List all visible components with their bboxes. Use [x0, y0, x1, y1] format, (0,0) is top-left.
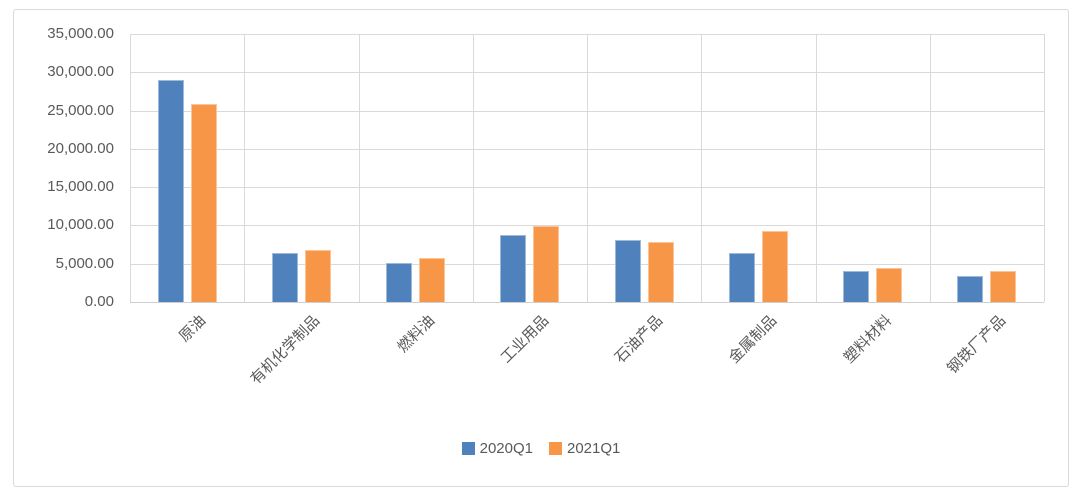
x-axis-category-label: 石油产品: [611, 312, 667, 367]
bar-2020Q1-category-7: [957, 275, 984, 302]
bar-2021Q1-category-6: [876, 267, 903, 302]
bar-2021Q1-category-3: [533, 226, 560, 302]
x-axis-category-label: 有机化学制品: [247, 312, 324, 388]
gridline-vertical: [587, 34, 588, 302]
bar-2021Q1-category-1: [304, 249, 331, 302]
legend-label: 2020Q1: [479, 440, 533, 457]
legend-swatch-icon: [549, 442, 562, 455]
x-axis-category-label: 燃料油: [393, 312, 438, 356]
y-axis-tick-label: 10,000.00: [47, 216, 114, 234]
bar-2021Q1-category-5: [761, 230, 788, 302]
x-axis-category-label: 工业用品: [497, 312, 553, 367]
x-axis-category-label: 塑料材料: [840, 312, 895, 367]
gridline-vertical: [244, 34, 246, 302]
y-axis-tick-label: 35,000.00: [47, 25, 114, 42]
y-axis-tick-label: 20,000.00: [47, 139, 114, 157]
bar-2020Q1-category-6: [843, 271, 870, 302]
bar-2021Q1-category-2: [419, 258, 446, 302]
gridline-vertical: [472, 34, 474, 302]
legend-item-2020Q1: 2020Q1: [461, 440, 533, 457]
bar-2020Q1-category-2: [386, 262, 413, 302]
y-axis-tick-label: 5,000.00: [55, 254, 114, 272]
bar-2021Q1-category-7: [990, 271, 1017, 302]
bar-2021Q1-category-4: [647, 241, 674, 302]
chart-canvas: 2020Q1 2021Q1 0.00 5,000.00 10,000.00 15,000…: [13, 9, 1069, 487]
bar-2020Q1-category-5: [728, 253, 755, 302]
x-axis-category-label: 金属制品: [726, 312, 781, 367]
bar-2021Q1-category-0: [190, 104, 217, 302]
x-axis-category-label: 钢铁厂产品: [943, 312, 1010, 378]
legend-swatch-icon: [461, 442, 475, 455]
gridline-vertical: [130, 34, 131, 302]
bar-2020Q1-category-3: [500, 234, 527, 302]
legend-label: 2021Q1: [567, 440, 621, 457]
gridline-vertical: [815, 34, 817, 302]
x-axis-category-label: 原油: [176, 312, 210, 346]
gridline-vertical: [1044, 34, 1045, 302]
plot-area: [130, 34, 1045, 303]
bar-2020Q1-category-4: [614, 239, 641, 302]
y-axis-tick-label: 0.00: [84, 293, 114, 310]
gridline-vertical: [358, 34, 360, 302]
bar-2020Q1-category-1: [271, 253, 298, 302]
bar-2020Q1-category-0: [157, 79, 184, 302]
x-axis-line: [130, 302, 1044, 303]
y-axis-tick-label: 30,000.00: [47, 63, 114, 81]
y-axis-tick-label: 25,000.00: [47, 101, 114, 119]
legend-item-2021Q1: 2021Q1: [549, 440, 620, 457]
gridline-vertical: [929, 34, 931, 302]
chart-legend: 2020Q1 2021Q1: [14, 440, 1068, 457]
y-axis-tick-label: 15,000.00: [47, 178, 114, 196]
gridline-vertical: [701, 34, 703, 302]
